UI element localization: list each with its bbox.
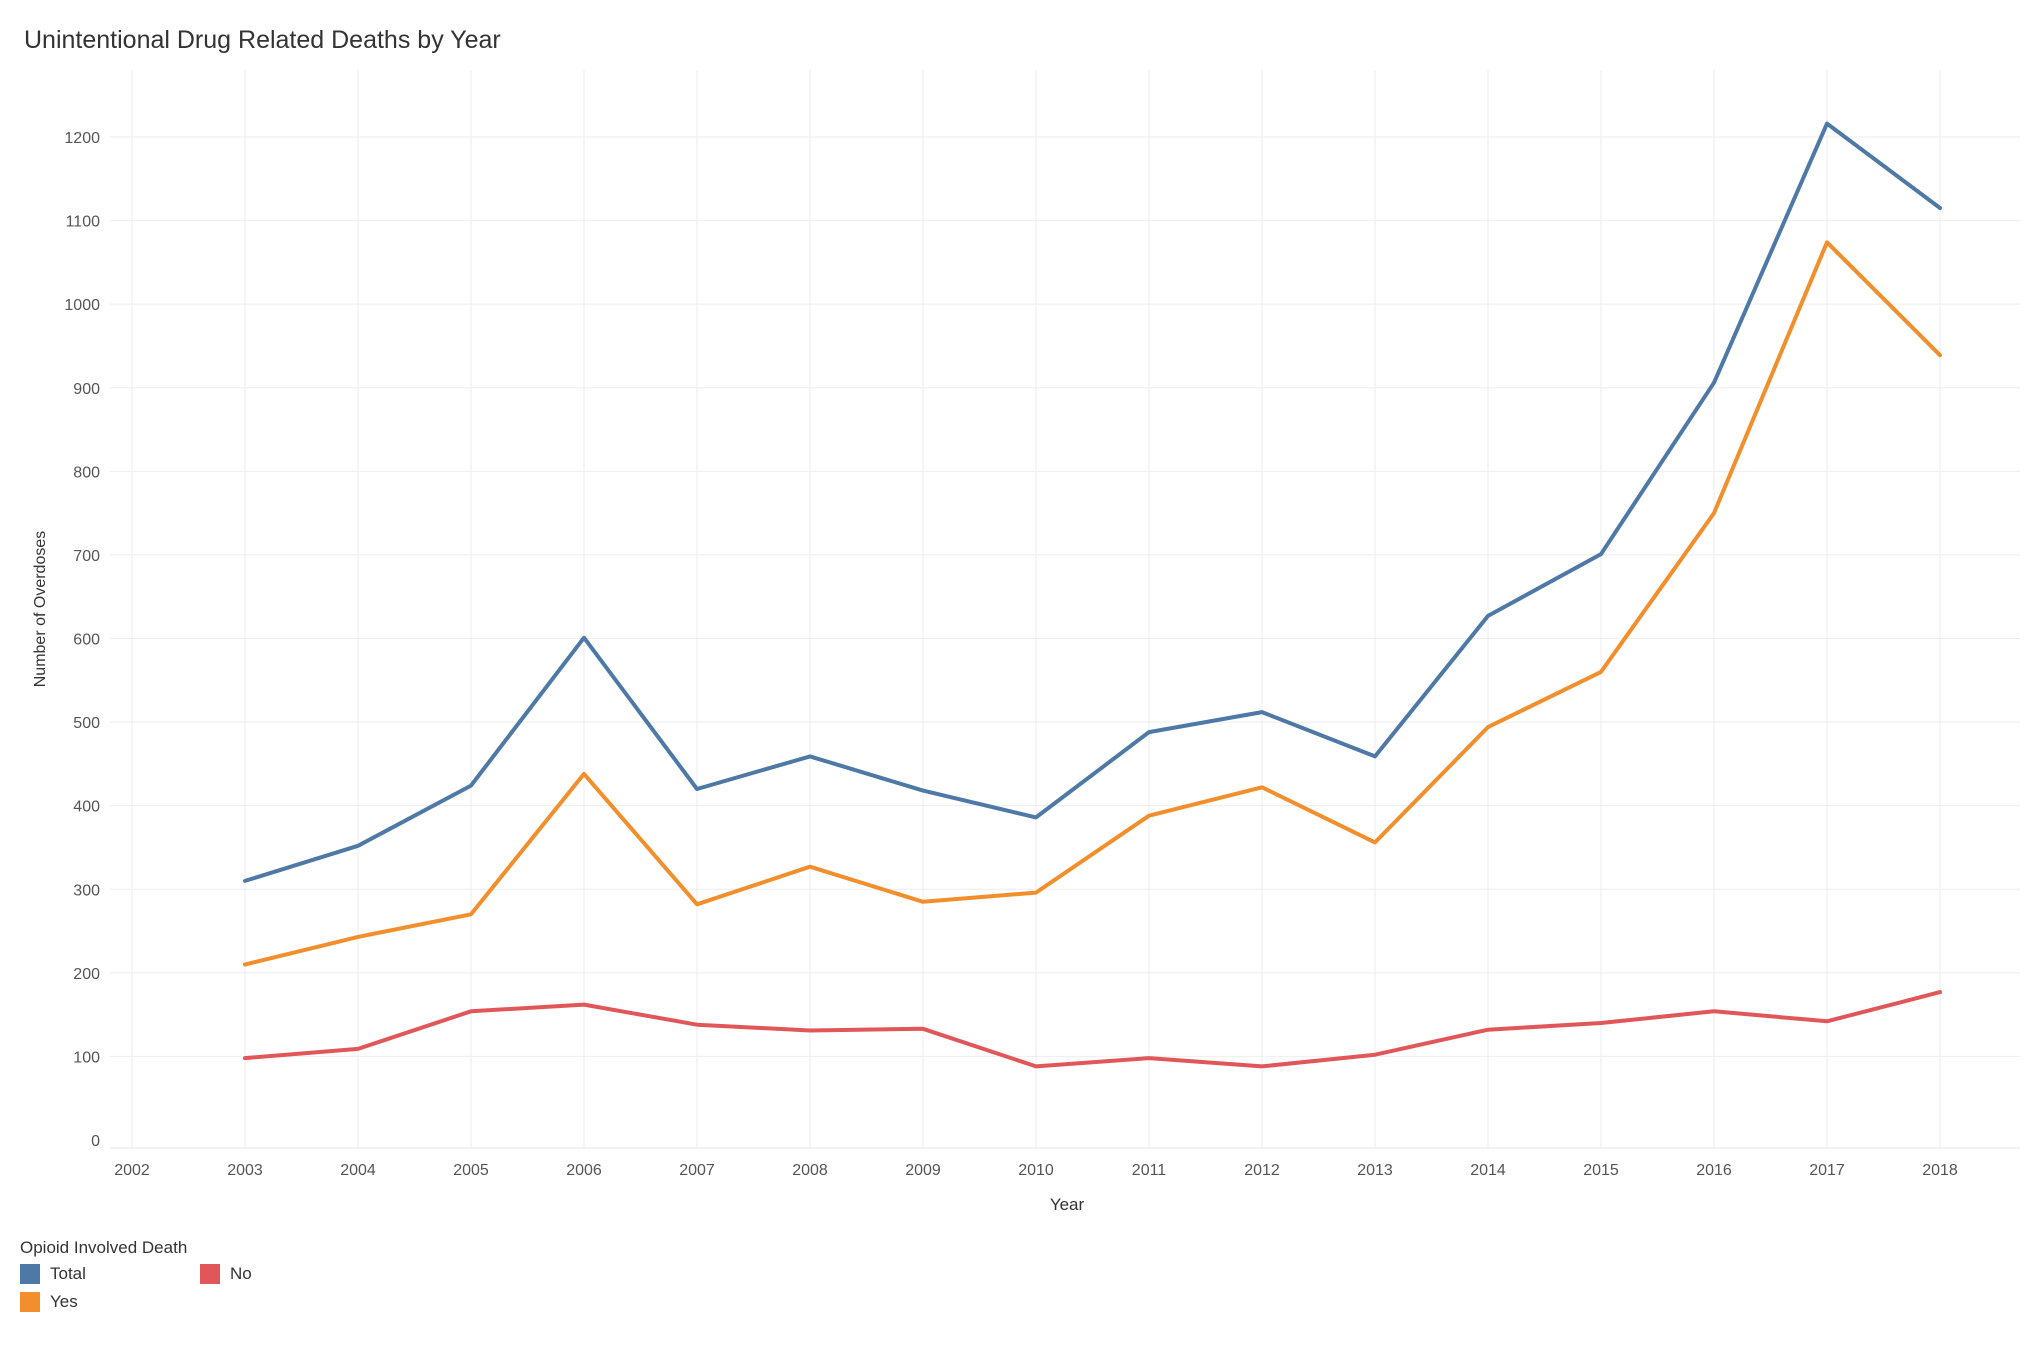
- x-tick-label: 2015: [1583, 1162, 1619, 1179]
- x-tick-label: 2005: [453, 1162, 489, 1179]
- series-line-no: [243, 990, 1942, 1069]
- legend-label: Yes: [50, 1292, 78, 1311]
- line-chart: 0 100 200 300 400 500 600 700 800 900 1000 1100 1200…: [32, 70, 2020, 1214]
- grid-lines: [110, 70, 2020, 1148]
- legend-item-total[interactable]: Total: [20, 1264, 200, 1284]
- legend-item-no[interactable]: No: [200, 1264, 380, 1284]
- x-axis-label: Year: [1050, 1195, 1085, 1214]
- x-tick-label: 2013: [1357, 1162, 1393, 1179]
- series-line-total: [243, 121, 1942, 883]
- axes: 0 100 200 300 400 500 600 700 800 900 1000 1100 1200…: [64, 130, 2020, 1179]
- y-tick-label: 800: [73, 464, 100, 481]
- x-tick-label: 2002: [114, 1162, 150, 1179]
- legend-items: Total No Yes: [20, 1264, 380, 1312]
- y-tick-label: 600: [73, 632, 100, 649]
- y-tick-label: 500: [73, 715, 100, 732]
- x-tick-label: 2017: [1809, 1162, 1845, 1179]
- legend-label: Total: [50, 1264, 86, 1283]
- x-tick-label: 2003: [227, 1162, 263, 1179]
- x-tick-label: 2004: [340, 1162, 376, 1179]
- x-tick-label: 2008: [792, 1162, 828, 1179]
- x-tick-label: 2006: [566, 1162, 602, 1179]
- legend: Opioid Involved Death Total No Yes: [20, 1238, 380, 1312]
- y-tick-label: 700: [73, 548, 100, 565]
- y-tick-label: 900: [73, 381, 100, 398]
- x-tick-label: 2016: [1696, 1162, 1732, 1179]
- x-tick-label: 2018: [1922, 1162, 1958, 1179]
- x-tick-label: 2009: [905, 1162, 941, 1179]
- y-tick-label: 1000: [64, 297, 100, 314]
- y-tick-label: 200: [73, 966, 100, 983]
- y-axis-label: Number of Overdoses: [32, 531, 49, 688]
- x-tick-label: 2011: [1132, 1162, 1167, 1179]
- legend-swatch: [20, 1264, 40, 1284]
- x-tick-label: 2014: [1470, 1162, 1506, 1179]
- legend-item-yes[interactable]: Yes: [20, 1292, 200, 1312]
- y-tick-label: 400: [73, 799, 100, 816]
- x-tick-label: 2007: [679, 1162, 715, 1179]
- y-tick-label: 1100: [66, 214, 101, 231]
- x-tick-label: 2012: [1244, 1162, 1280, 1179]
- legend-label: No: [230, 1264, 252, 1283]
- y-tick-label: 300: [73, 882, 100, 899]
- legend-swatch: [200, 1264, 220, 1284]
- legend-title: Opioid Involved Death: [20, 1238, 188, 1257]
- y-tick-label: 100: [73, 1049, 100, 1066]
- chart-title: Unintentional Drug Related Deaths by Yea…: [24, 26, 501, 54]
- y-tick-label: 1200: [64, 130, 100, 147]
- y-tick-label: 0: [91, 1133, 100, 1150]
- legend-swatch: [20, 1292, 40, 1312]
- x-tick-label: 2010: [1018, 1162, 1054, 1179]
- series-line-yes: [243, 240, 1942, 967]
- series-lines: [243, 121, 1942, 1069]
